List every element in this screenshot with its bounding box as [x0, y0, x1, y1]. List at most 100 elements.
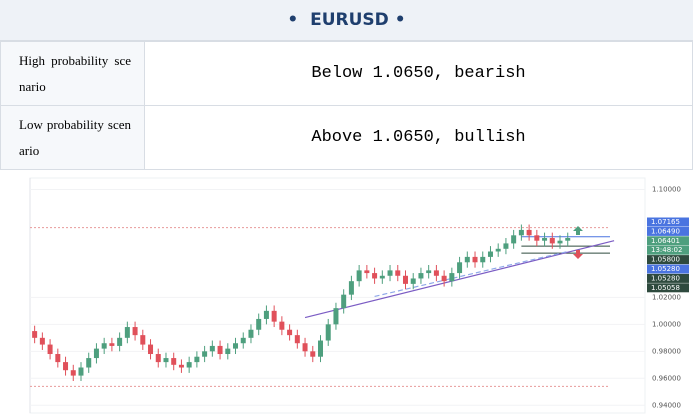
candle-body	[418, 273, 424, 279]
candle-body	[178, 364, 184, 368]
candle-body	[341, 294, 347, 309]
candle-body	[279, 321, 285, 330]
candle-body	[132, 327, 138, 336]
candle-body	[503, 243, 509, 249]
candle-body	[457, 262, 463, 274]
candle-body	[526, 229, 532, 236]
candle-body	[287, 329, 293, 336]
candle-body	[117, 337, 123, 346]
candle-body	[395, 270, 401, 276]
candle-body	[441, 275, 447, 282]
price-tag	[647, 273, 689, 283]
candle-body	[534, 235, 540, 241]
price-tag-label: 1.06401	[651, 237, 680, 245]
candle-body	[225, 348, 231, 355]
trend-line	[304, 240, 615, 319]
candle-body	[186, 362, 192, 368]
candle-body	[39, 337, 45, 345]
price-tag	[647, 264, 689, 274]
price-tag-label: 1.05058	[651, 284, 680, 292]
candle-body	[495, 248, 501, 252]
candle-body	[271, 310, 277, 322]
candle-body	[557, 240, 563, 244]
candle-body	[47, 344, 53, 355]
candle-body	[86, 358, 92, 368]
candle-body	[148, 344, 154, 355]
candle-body	[209, 345, 215, 352]
candle-body	[333, 308, 339, 325]
price-tag	[647, 217, 689, 227]
candle-body	[240, 337, 246, 344]
candle-body	[433, 270, 439, 276]
price-tag	[647, 255, 689, 265]
price-tag	[647, 236, 689, 246]
candle-body	[325, 324, 331, 341]
y-tick-label: 0.98000	[652, 347, 681, 355]
candle-body	[449, 273, 455, 282]
candle-body	[163, 358, 169, 363]
candle-body	[78, 367, 84, 376]
candle-body	[542, 238, 548, 241]
candle-body	[124, 327, 130, 338]
candle-body	[426, 270, 432, 274]
candle-body	[256, 318, 262, 330]
y-tick-label: 1.00000	[652, 320, 681, 328]
y-tick-label: 0.94000	[652, 401, 681, 409]
candle-body	[464, 256, 470, 263]
y-tick-label: 1.10000	[652, 185, 681, 193]
candle-body	[372, 273, 378, 279]
candle-body	[233, 343, 239, 349]
scenario-table: High probability scenario Below 1.0650, b…	[0, 41, 693, 170]
candle-body	[32, 331, 38, 338]
cell: High probability scenario	[0, 41, 145, 106]
candle-body	[387, 270, 393, 276]
candle-body	[318, 340, 324, 357]
candle-body	[140, 335, 146, 345]
candle-body	[480, 256, 486, 263]
candle-body	[472, 256, 478, 263]
price-tag-label: 1.07165	[651, 218, 680, 226]
arrow-down	[573, 250, 583, 259]
candle-body	[379, 275, 385, 279]
candle-body	[155, 354, 161, 363]
plot-area	[29, 177, 646, 414]
cell: Low probability scenario	[0, 105, 145, 170]
candle-body	[70, 370, 76, 376]
price-tag-label: 13:48:02	[651, 246, 682, 254]
label: Low probability scenario	[19, 116, 131, 158]
y-tick-label: 0.96000	[652, 374, 681, 382]
candle-body	[171, 358, 177, 365]
candle-body	[549, 238, 555, 244]
price-tag	[647, 283, 689, 293]
candle-body	[55, 354, 61, 363]
price-tag-label: 1.05280	[651, 274, 680, 282]
candle-body	[348, 281, 354, 295]
price-tag-label: 1.05800	[651, 256, 680, 264]
candle-body	[63, 362, 69, 371]
cell: Above 1.0650, bullish	[144, 105, 693, 170]
candle-body	[93, 348, 99, 359]
row: Low probability scenario Above 1.0650, bu…	[0, 105, 693, 170]
candle-body	[217, 345, 223, 355]
candle-body	[402, 275, 408, 284]
candle-body	[263, 310, 269, 319]
title: • EURUSD •	[0, 0, 693, 41]
candle-body	[294, 335, 300, 344]
candle-body	[487, 251, 493, 257]
candle-body	[511, 235, 517, 244]
candle-body	[356, 270, 362, 282]
trend-line	[374, 250, 568, 298]
label: High probability scenario	[19, 52, 131, 94]
candle-body	[565, 238, 571, 241]
price-tag-label: 1.05280	[651, 265, 680, 273]
candle-body	[364, 270, 370, 274]
candle-body	[248, 329, 254, 338]
candle-body	[310, 351, 316, 357]
arrow-up	[573, 226, 583, 235]
candle-body	[202, 351, 208, 357]
candle-body	[410, 278, 416, 284]
price-tag-label: 1.06490	[651, 227, 680, 235]
cell: Below 1.0650, bearish	[144, 41, 693, 106]
price-tag	[647, 226, 689, 236]
candle-body	[109, 343, 115, 346]
